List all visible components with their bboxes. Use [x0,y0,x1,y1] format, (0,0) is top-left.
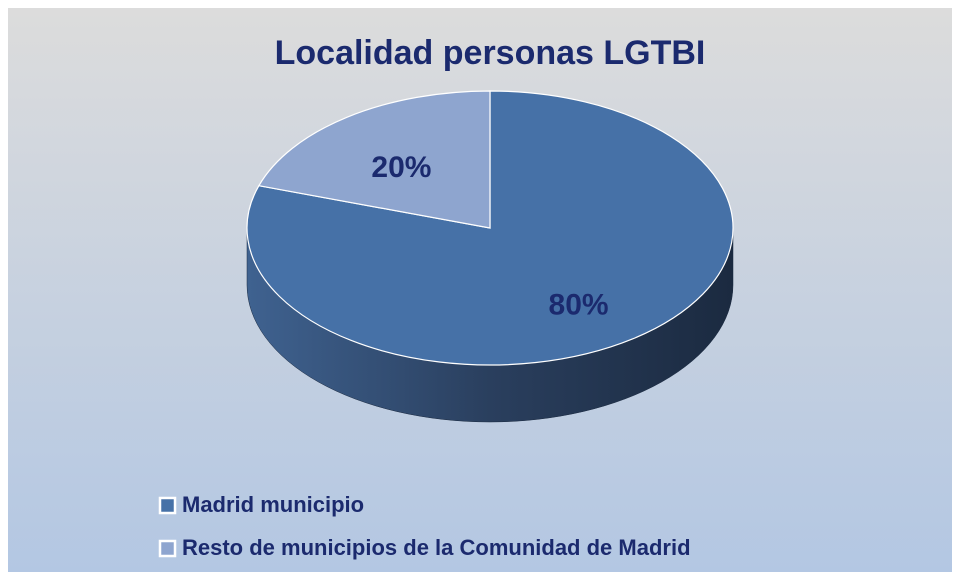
legend-label: Resto de municipios de la Comunidad de M… [182,535,691,560]
pie: 80% 20% [246,90,734,423]
legend: Madrid municipio Resto de municipios de l… [158,492,691,560]
chart-title: Localidad personas LGTBI [275,34,706,72]
legend-swatch [158,539,177,558]
legend-label: Madrid municipio [182,492,364,517]
legend-swatch [158,496,177,515]
data-label: 20% [371,151,431,184]
pie-slice [246,90,734,366]
pie-slice [257,90,491,229]
data-label: 80% [549,289,609,322]
